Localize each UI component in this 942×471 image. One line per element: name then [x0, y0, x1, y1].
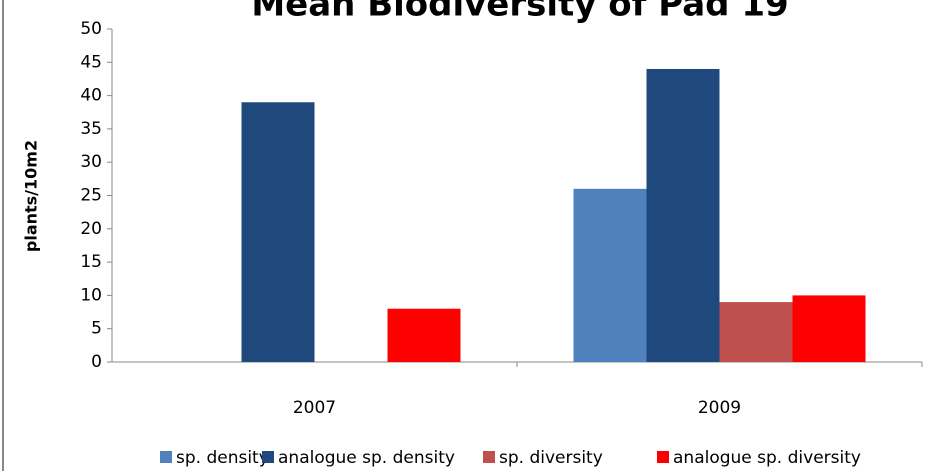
legend-label: sp. density: [176, 448, 269, 468]
x-tick-label: 2007: [293, 398, 336, 418]
y-tick-label: 50: [80, 19, 102, 39]
bar: [387, 308, 461, 362]
y-tick-label: 20: [80, 219, 102, 239]
y-tick-label: 45: [80, 52, 102, 72]
bar: [646, 68, 720, 363]
legend-label: sp. diversity: [499, 448, 603, 468]
y-tick-label: 10: [80, 285, 102, 305]
y-tick-label: 0: [91, 352, 102, 372]
x-tick-label: 2009: [698, 398, 741, 418]
y-tick-label: 25: [80, 186, 102, 206]
bar: [719, 302, 793, 362]
y-tick-label: 15: [80, 252, 102, 272]
legend-label: analogue sp. density: [278, 448, 455, 468]
chart-title: Mean Biodiversity of Pad 19: [251, 0, 788, 25]
y-tick-label: 40: [80, 86, 102, 106]
bar: [241, 102, 315, 362]
y-axis-label: plants/10m2: [22, 140, 41, 252]
legend-swatch: [657, 451, 669, 463]
legend-swatch: [160, 451, 172, 463]
bar: [792, 295, 866, 362]
bar: [573, 188, 647, 362]
legend-label: analogue sp. diversity: [673, 448, 861, 468]
legend-swatch: [262, 451, 274, 463]
y-tick-label: 35: [80, 119, 102, 139]
y-tick-label: 30: [80, 152, 102, 172]
y-tick-label: 5: [91, 319, 102, 339]
legend-swatch: [483, 451, 495, 463]
